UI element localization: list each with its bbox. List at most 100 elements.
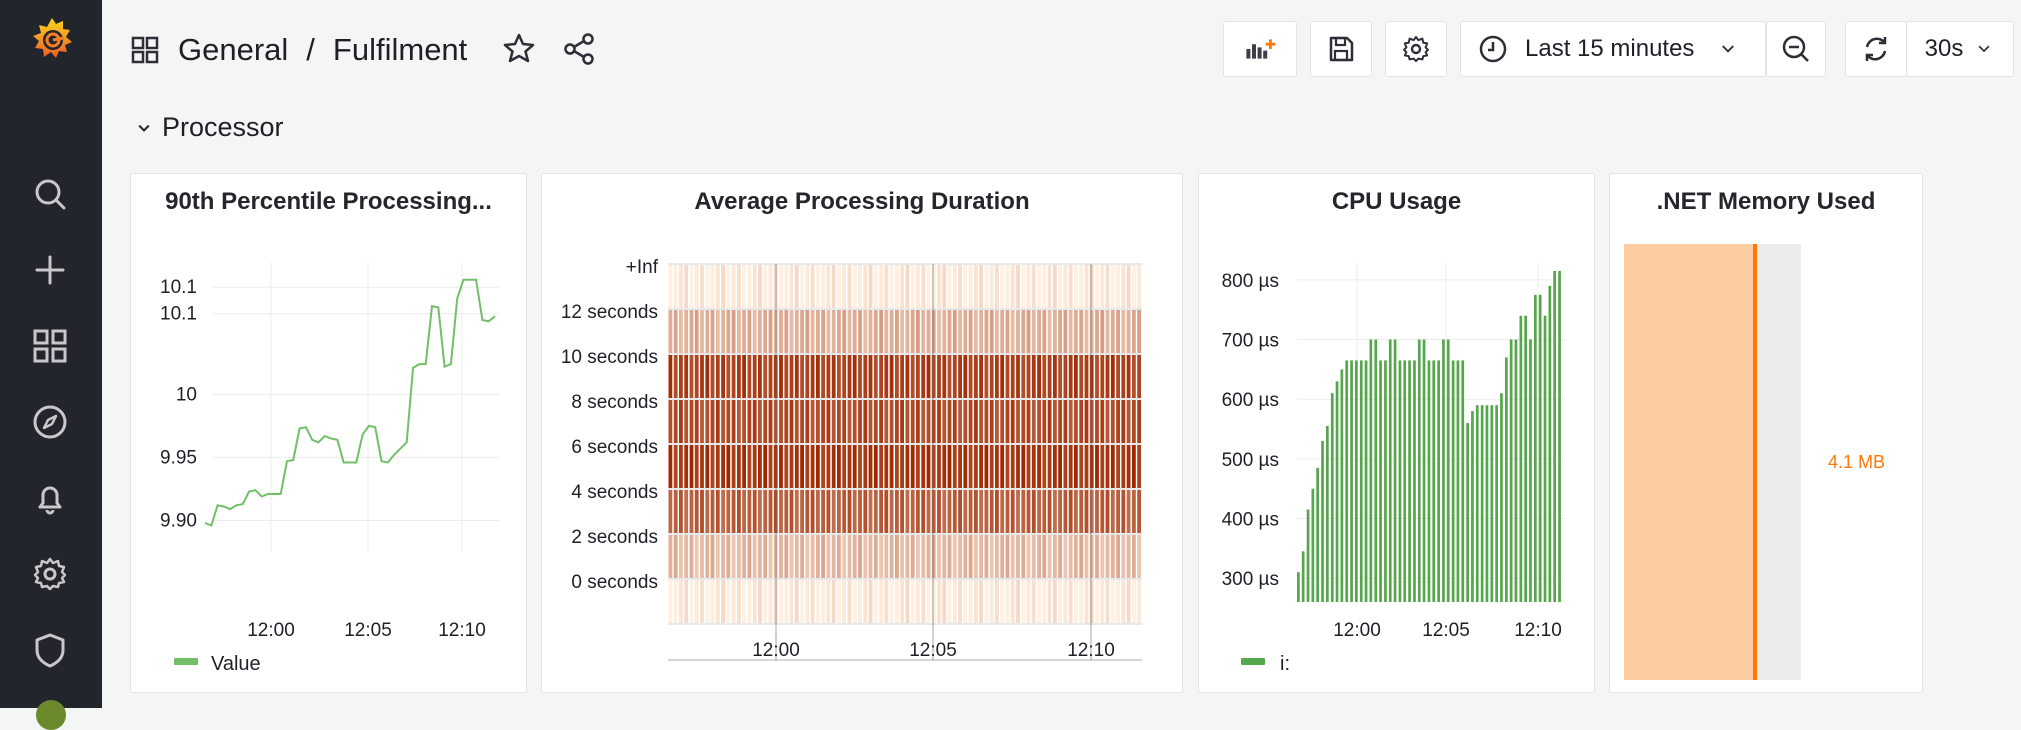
configuration-gear-icon[interactable]: [27, 551, 73, 597]
panel-memory[interactable]: .NET Memory Used 4.1 MB: [1609, 173, 1923, 693]
dashboards-icon[interactable]: [27, 323, 73, 369]
explore-compass-icon[interactable]: [27, 399, 73, 445]
heatmap-cell: [984, 310, 989, 353]
y-tick-label: 10.1: [160, 304, 197, 325]
heatmap-cell: [952, 355, 957, 398]
heatmap-cell: [847, 355, 852, 398]
heatmap-cell: [847, 490, 852, 533]
avatar[interactable]: [36, 700, 66, 730]
heatmap-cell: [947, 490, 952, 533]
cpu-bar: [1413, 360, 1416, 602]
heatmap-cell: [668, 490, 673, 533]
heatmap-cell: [1116, 310, 1120, 353]
heatmap-cell: [1047, 400, 1052, 443]
heatmap-cell: [800, 580, 804, 623]
dashboard-title[interactable]: Fulfilment: [332, 32, 468, 67]
heatmap-cell: [816, 535, 820, 578]
heatmap-cell: [931, 580, 936, 623]
heatmap-cell: [1116, 265, 1120, 308]
heatmap-cell: [679, 445, 683, 488]
create-plus-icon[interactable]: [27, 247, 73, 293]
heatmap-cell: [884, 355, 889, 398]
heatmap-cell: [1063, 580, 1068, 623]
heatmap-cell: [1053, 580, 1057, 623]
heatmap-cell: [873, 355, 878, 398]
heatmap-cell: [673, 535, 678, 578]
heatmap-cell: [1079, 355, 1084, 398]
panel-p90[interactable]: 90th Percentile Processing... 9.90 9.95 10…: [130, 173, 527, 693]
share-icon[interactable]: [560, 30, 598, 68]
heatmap-cell: [1074, 580, 1078, 623]
heatmap-cell: [995, 490, 999, 533]
heatmap-cell: [715, 310, 720, 353]
heatmap-cell: [779, 490, 783, 533]
heatmap-cell: [884, 445, 889, 488]
panel-title[interactable]: .NET Memory Used: [1656, 188, 1876, 215]
heatmap-cell: [1010, 490, 1015, 533]
panel-heatmap[interactable]: Average Processing Duration 0 seconds 2 s…: [541, 173, 1183, 693]
heatmap-cell: [926, 535, 931, 578]
heatmap-cell: [747, 490, 752, 533]
heatmap-cell: [947, 445, 952, 488]
heatmap-cell: [668, 400, 673, 443]
heatmap-cell: [873, 445, 878, 488]
heatmap-cell: [684, 580, 689, 623]
heatmap-cell: [910, 535, 915, 578]
heatmap-cell: [700, 400, 704, 443]
grafana-logo-icon[interactable]: [24, 12, 80, 68]
row-toggle[interactable]: Processor: [136, 112, 284, 143]
heatmap-cell: [715, 445, 720, 488]
heatmap-cell: [800, 445, 804, 488]
heatmap-cell: [889, 355, 894, 398]
y-bucket-label: 0 seconds: [571, 572, 658, 593]
heatmap-cell: [1058, 535, 1062, 578]
heatmap-cell: [758, 265, 762, 308]
heatmap-cell: [895, 535, 899, 578]
zoom-out-button[interactable]: [1766, 21, 1826, 77]
heatmap-cell: [816, 310, 820, 353]
cpu-bar: [1350, 360, 1353, 602]
heatmap-cell: [979, 535, 983, 578]
breadcrumb-folder[interactable]: General: [178, 32, 289, 67]
refresh-interval-picker[interactable]: 30s: [1906, 21, 2014, 77]
heatmap-cell: [837, 580, 841, 623]
heatmap-cell: [1068, 400, 1073, 443]
heatmap-cell: [737, 490, 741, 533]
heatmap-cell: [763, 580, 768, 623]
heatmap-cell: [984, 265, 989, 308]
cpu-bar: [1422, 339, 1426, 602]
heatmap-cell: [1068, 445, 1073, 488]
cpu-bar: [1374, 339, 1378, 602]
search-icon[interactable]: [27, 171, 73, 217]
heatmap-cell: [1021, 265, 1026, 308]
heatmap-cell: [747, 355, 752, 398]
heatmap-cell: [852, 310, 857, 353]
heatmap-cell: [752, 310, 757, 353]
dashboards-grid-icon[interactable]: [130, 35, 160, 65]
y-bucket-label: 10 seconds: [561, 347, 658, 368]
heatmap-cell: [942, 310, 947, 353]
cpu-bar: [1538, 294, 1542, 602]
heatmap-cell: [1047, 265, 1052, 308]
save-dashboard-button[interactable]: [1310, 21, 1372, 77]
refresh-button[interactable]: [1845, 21, 1907, 77]
server-admin-shield-icon[interactable]: [27, 627, 73, 673]
heatmap-cell: [1095, 580, 1099, 623]
add-panel-button[interactable]: [1223, 21, 1297, 77]
heatmap-cell: [684, 445, 689, 488]
dashboard-settings-button[interactable]: [1385, 21, 1447, 77]
heatmap-cell: [1016, 535, 1020, 578]
heatmap-cell: [1132, 490, 1136, 533]
panel-cpu[interactable]: CPU Usage 300 µs 400 µs 500 µs 600 µs 700 µs…: [1198, 173, 1595, 693]
time-range-picker[interactable]: Last 15 minutes: [1460, 21, 1766, 77]
alerting-bell-icon[interactable]: [27, 475, 73, 521]
star-icon[interactable]: [500, 30, 538, 68]
y-tick-label: 700 µs: [1222, 331, 1279, 352]
heatmap-cell: [937, 490, 941, 533]
heatmap-cell: [779, 535, 783, 578]
heatmap-cell: [1000, 535, 1005, 578]
heatmap-cell: [884, 580, 889, 623]
heatmap-cell: [868, 445, 873, 488]
y-bucket-label: +Inf: [626, 257, 659, 278]
cpu-bar: [1437, 360, 1440, 602]
